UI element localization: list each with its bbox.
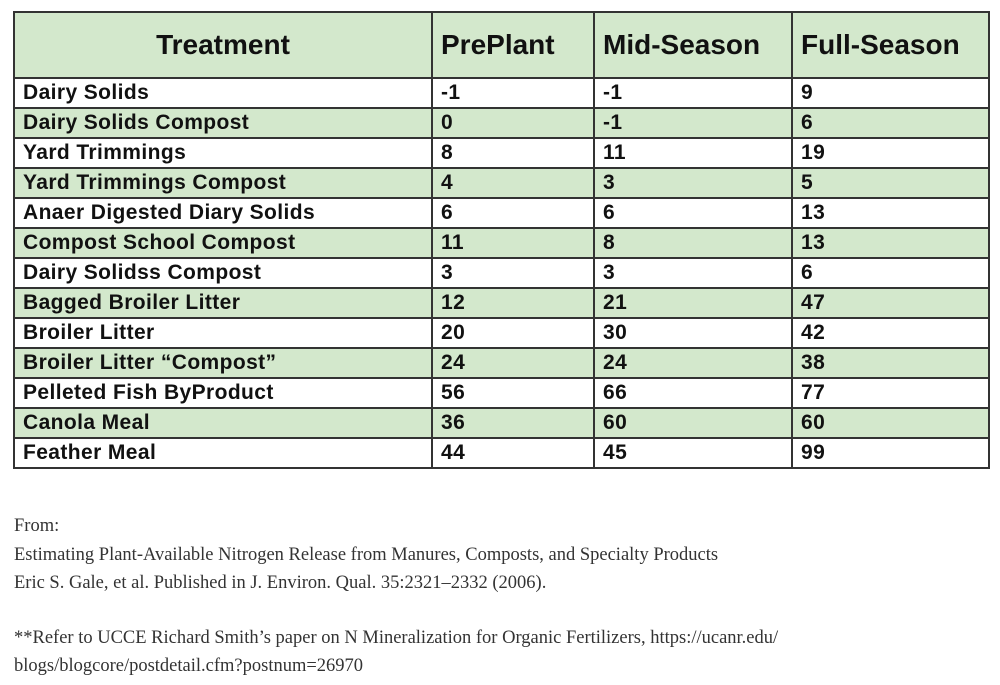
treatment-cell: Compost School Compost <box>13 227 433 259</box>
treatment-cell: Anaer Digested Diary Solids <box>13 197 433 229</box>
mid-season-cell: 60 <box>593 407 793 439</box>
preplant-cell: 24 <box>431 347 595 379</box>
source-paper-title: Estimating Plant-Available Nitrogen Rele… <box>14 545 719 565</box>
full-season-cell: 13 <box>791 227 990 259</box>
treatment-cell: Dairy Solidss Compost <box>13 257 433 289</box>
table-row: Broiler Litter 20 30 42 <box>13 317 990 349</box>
treatment-cell: Yard Trimmings <box>13 137 433 169</box>
table-row: Anaer Digested Diary Solids 6 6 13 <box>13 197 990 229</box>
reference-note-line-2: blogs/blogcore/postdetail.cfm?postnum=26… <box>14 656 364 676</box>
table-row: Feather Meal 44 45 99 <box>13 437 990 469</box>
mid-season-cell: 11 <box>593 137 793 169</box>
mid-season-cell: 30 <box>593 317 793 349</box>
treatment-cell: Dairy Solids <box>13 77 433 109</box>
preplant-cell: 36 <box>431 407 595 439</box>
treatment-cell: Dairy Solids Compost <box>13 107 433 139</box>
mid-season-cell: 3 <box>593 167 793 199</box>
table-row: Compost School Compost 11 8 13 <box>13 227 990 259</box>
treatment-cell: Broiler Litter “Compost” <box>13 347 433 379</box>
full-season-cell: 99 <box>791 437 990 469</box>
mid-season-cell: 24 <box>593 347 793 379</box>
table-row: Broiler Litter “Compost” 24 24 38 <box>13 347 990 379</box>
mid-season-cell: 3 <box>593 257 793 289</box>
table-row: Yard Trimmings Compost 4 3 5 <box>13 167 990 199</box>
header-preplant: PrePlant <box>431 11 595 79</box>
treatment-cell: Pelleted Fish ByProduct <box>13 377 433 409</box>
mid-season-cell: 6 <box>593 197 793 229</box>
full-season-cell: 6 <box>791 257 990 289</box>
nitrogen-release-table: Treatment PrePlant Mid-Season Full-Seaso… <box>13 11 990 469</box>
reference-note-line-1: **Refer to UCCE Richard Smith’s paper on… <box>14 628 779 648</box>
table-header-row: Treatment PrePlant Mid-Season Full-Seaso… <box>13 11 990 79</box>
full-season-cell: 60 <box>791 407 990 439</box>
mid-season-cell: -1 <box>593 107 793 139</box>
preplant-cell: 44 <box>431 437 595 469</box>
table-row: Yard Trimmings 8 11 19 <box>13 137 990 169</box>
treatment-cell: Yard Trimmings Compost <box>13 167 433 199</box>
mid-season-cell: 8 <box>593 227 793 259</box>
treatment-cell: Feather Meal <box>13 437 433 469</box>
full-season-cell: 5 <box>791 167 990 199</box>
header-treatment: Treatment <box>13 11 433 79</box>
preplant-cell: 6 <box>431 197 595 229</box>
preplant-cell: 20 <box>431 317 595 349</box>
mid-season-cell: 21 <box>593 287 793 319</box>
mid-season-cell: 45 <box>593 437 793 469</box>
mid-season-cell: -1 <box>593 77 793 109</box>
full-season-cell: 42 <box>791 317 990 349</box>
preplant-cell: 12 <box>431 287 595 319</box>
full-season-cell: 47 <box>791 287 990 319</box>
table-row: Canola Meal 36 60 60 <box>13 407 990 439</box>
full-season-cell: 38 <box>791 347 990 379</box>
header-full-season: Full-Season <box>791 11 990 79</box>
preplant-cell: 3 <box>431 257 595 289</box>
full-season-cell: 6 <box>791 107 990 139</box>
preplant-cell: 8 <box>431 137 595 169</box>
preplant-cell: 56 <box>431 377 595 409</box>
source-citation: Eric S. Gale, et al. Published in J. Env… <box>14 573 547 593</box>
preplant-cell: 11 <box>431 227 595 259</box>
preplant-cell: -1 <box>431 77 595 109</box>
treatment-cell: Canola Meal <box>13 407 433 439</box>
header-mid-season: Mid-Season <box>593 11 793 79</box>
table-body: Dairy Solids -1 -1 9 Dairy Solids Compos… <box>13 77 990 469</box>
table-row: Dairy Solids -1 -1 9 <box>13 77 990 109</box>
full-season-cell: 77 <box>791 377 990 409</box>
mid-season-cell: 66 <box>593 377 793 409</box>
full-season-cell: 19 <box>791 137 990 169</box>
table-row: Dairy Solidss Compost 3 3 6 <box>13 257 990 289</box>
treatment-cell: Broiler Litter <box>13 317 433 349</box>
treatment-cell: Bagged Broiler Litter <box>13 287 433 319</box>
full-season-cell: 13 <box>791 197 990 229</box>
table-row: Dairy Solids Compost 0 -1 6 <box>13 107 990 139</box>
table-row: Bagged Broiler Litter 12 21 47 <box>13 287 990 319</box>
source-from-label: From: <box>14 516 60 536</box>
full-season-cell: 9 <box>791 77 990 109</box>
preplant-cell: 0 <box>431 107 595 139</box>
preplant-cell: 4 <box>431 167 595 199</box>
table-row: Pelleted Fish ByProduct 56 66 77 <box>13 377 990 409</box>
